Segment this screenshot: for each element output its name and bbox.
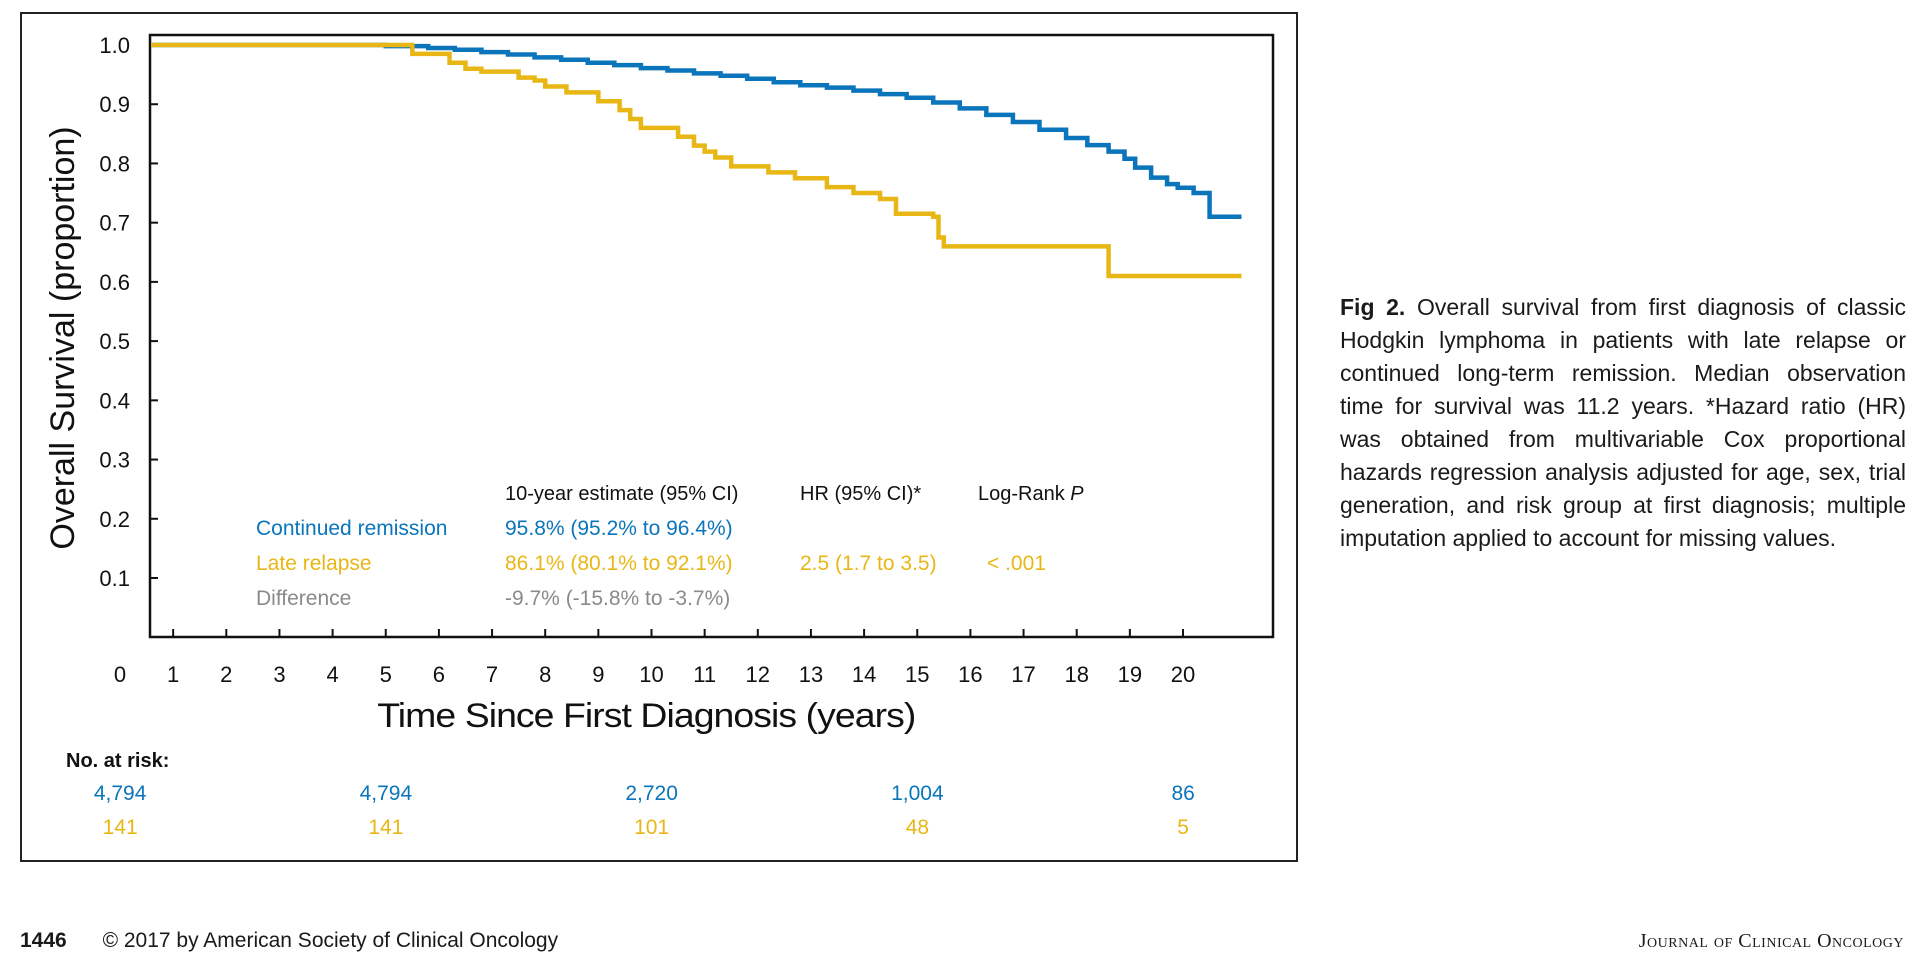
annotation-header-logrank: Log-Rank P bbox=[978, 483, 1084, 505]
y-tick-label: 0.5 bbox=[99, 329, 130, 354]
y-tick-label: 0.2 bbox=[99, 507, 130, 532]
risk-table-value: 86 bbox=[1171, 782, 1194, 805]
x-tick-label: 19 bbox=[1118, 662, 1142, 687]
annotation-header-estimate: 10-year estimate (95% CI) bbox=[505, 483, 738, 505]
x-tick-label: 8 bbox=[539, 662, 551, 687]
journal-name: Journal of Clinical Oncology bbox=[1638, 930, 1904, 952]
y-axis-title: Overall Survival (proportion) bbox=[44, 126, 82, 549]
y-tick-label: 0.4 bbox=[99, 388, 130, 413]
x-tick-label: 18 bbox=[1064, 662, 1088, 687]
risk-table-value: 141 bbox=[103, 816, 138, 839]
risk-table-value: 48 bbox=[906, 816, 929, 839]
page-number: 1446 bbox=[20, 929, 67, 952]
annotation-row-estimate: 95.8% (95.2% to 96.4%) bbox=[505, 517, 733, 540]
copyright-text: © 2017 by American Society of Clinical O… bbox=[102, 929, 559, 952]
annotation-row-estimate: 86.1% (80.1% to 92.1%) bbox=[505, 552, 733, 575]
annotation-row-hr: 2.5 (1.7 to 3.5) bbox=[800, 552, 937, 575]
risk-table-value: 4,794 bbox=[94, 782, 147, 805]
page-footer-left: 1446 © 2017 by American Society of Clini… bbox=[20, 929, 558, 953]
risk-table-title: No. at risk: bbox=[66, 750, 169, 772]
x-tick-label: 12 bbox=[746, 662, 770, 687]
x-tick-label: 15 bbox=[905, 662, 929, 687]
y-tick-label: 0.6 bbox=[99, 270, 130, 295]
x-tick-label: 3 bbox=[273, 662, 285, 687]
x-tick-label: 14 bbox=[852, 662, 876, 687]
annotation-row-estimate: -9.7% (-15.8% to -3.7%) bbox=[505, 587, 730, 610]
x-axis-title: Time Since First Diagnosis (years) bbox=[377, 697, 916, 735]
annotation-header-p: P bbox=[1070, 483, 1084, 505]
x-tick-label: 17 bbox=[1011, 662, 1035, 687]
annotation-header-hr: HR (95% CI)* bbox=[800, 483, 921, 505]
x-tick-label: 4 bbox=[326, 662, 338, 687]
x-tick-label: 1 bbox=[167, 662, 179, 687]
y-tick-label: 1.0 bbox=[99, 33, 130, 58]
annotation-row-p: < .001 bbox=[987, 552, 1046, 575]
risk-table-value: 5 bbox=[1177, 816, 1189, 839]
x-tick-label: 10 bbox=[639, 662, 663, 687]
x-tick-label: 5 bbox=[380, 662, 392, 687]
risk-table-value: 101 bbox=[634, 816, 669, 839]
x-tick-label: 9 bbox=[592, 662, 604, 687]
x-tick-label: 0 bbox=[114, 662, 126, 687]
annotation-row-label: Continued remission bbox=[256, 517, 447, 540]
x-tick-label: 2 bbox=[220, 662, 232, 687]
caption-text: Overall survival from first diagnosis of… bbox=[1340, 294, 1907, 551]
risk-table-value: 2,720 bbox=[625, 782, 678, 805]
x-tick-label: 11 bbox=[693, 662, 716, 687]
annotation-row-label: Late relapse bbox=[256, 552, 372, 575]
y-tick-label: 0.3 bbox=[99, 448, 130, 473]
x-tick-label: 20 bbox=[1171, 662, 1195, 687]
y-tick-label: 0.9 bbox=[99, 92, 130, 117]
y-tick-label: 0.7 bbox=[99, 211, 130, 236]
caption-label: Fig 2. bbox=[1340, 294, 1406, 320]
y-tick-label: 0.1 bbox=[99, 566, 130, 591]
y-tick-label: 0.8 bbox=[99, 151, 130, 176]
x-tick-label: 7 bbox=[486, 662, 498, 687]
figure-caption: Fig 2. Overall survival from first diagn… bbox=[1340, 291, 1906, 555]
x-tick-label: 13 bbox=[799, 662, 823, 687]
annotation-row-label: Difference bbox=[256, 587, 351, 610]
curve-continued-remission bbox=[151, 42, 1242, 219]
figure-frame bbox=[20, 12, 1298, 862]
curve-late-relapse bbox=[151, 42, 1242, 279]
risk-table-value: 141 bbox=[368, 816, 403, 839]
risk-table-value: 1,004 bbox=[891, 782, 944, 805]
x-tick-label: 16 bbox=[958, 662, 982, 687]
plot-area bbox=[148, 33, 1275, 639]
x-tick-label: 6 bbox=[433, 662, 445, 687]
risk-table-value: 4,794 bbox=[360, 782, 413, 805]
